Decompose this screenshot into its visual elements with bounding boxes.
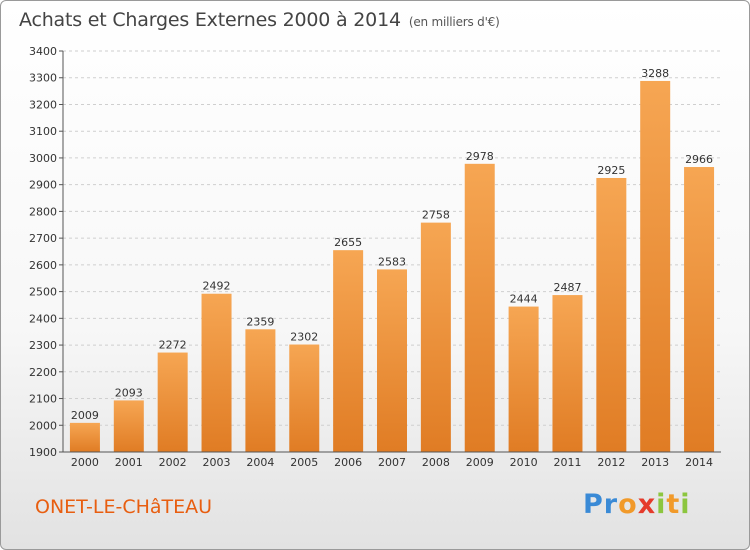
logo-letter: o <box>618 489 638 520</box>
proxiti-logo: Proxiti <box>583 489 691 520</box>
y-tick-label: 2200 <box>29 366 57 379</box>
y-tick-label: 2700 <box>29 232 57 245</box>
logo-letter: i <box>680 489 691 520</box>
x-tick-label: 2003 <box>203 456 231 469</box>
y-tick-label: 1900 <box>29 446 57 459</box>
bar-value-label: 3288 <box>641 67 669 80</box>
bar-value-label: 2966 <box>685 153 713 166</box>
x-tick-label: 2007 <box>378 456 406 469</box>
bar <box>684 167 715 453</box>
bar-value-label: 2444 <box>510 293 538 306</box>
x-tick-label: 2011 <box>553 456 581 469</box>
bar <box>245 329 276 452</box>
bar-value-label: 2359 <box>246 315 274 328</box>
bar-value-label: 2758 <box>422 209 450 222</box>
unit-label: (en milliers d'€) <box>408 15 500 29</box>
bar-value-label: 2093 <box>115 386 143 399</box>
bar-value-label: 2009 <box>71 409 99 422</box>
x-tick-label: 2000 <box>71 456 99 469</box>
x-tick-label: 2012 <box>597 456 625 469</box>
y-tick-label: 3100 <box>29 125 57 138</box>
bar <box>113 400 144 452</box>
bar-value-label: 2583 <box>378 255 406 268</box>
logo-letter: i <box>656 489 667 520</box>
logo-letter: r <box>603 489 619 520</box>
y-tick-label: 2600 <box>29 259 57 272</box>
bar <box>552 295 583 452</box>
x-tick-label: 2004 <box>246 456 274 469</box>
y-tick-label: 2500 <box>29 286 57 299</box>
y-tick-label: 3000 <box>29 152 57 165</box>
place-name: ONET-LE-CHâTEAU <box>35 496 213 518</box>
y-tick-label: 3200 <box>29 98 57 111</box>
bar-value-label: 2487 <box>553 281 581 294</box>
bar <box>157 352 188 452</box>
y-tick-label: 2800 <box>29 205 57 218</box>
y-tick-label: 2000 <box>29 419 57 432</box>
x-tick-label: 2008 <box>422 456 450 469</box>
bar <box>69 422 100 452</box>
bar <box>464 163 495 452</box>
chart-title-text: Achats et Charges Externes 2000 à 2014 <box>19 9 401 31</box>
x-tick-label: 2010 <box>510 456 538 469</box>
bar-value-label: 2302 <box>290 331 318 344</box>
x-tick-label: 2002 <box>159 456 187 469</box>
y-tick-label: 2400 <box>29 312 57 325</box>
bar <box>596 177 627 452</box>
bar <box>377 269 407 452</box>
x-tick-label: 2009 <box>466 456 494 469</box>
x-tick-label: 2001 <box>115 456 143 469</box>
x-axis-ticks: 2000 2001 2002 2003 2004 2005 2006 2007 2008 2009… <box>71 456 713 469</box>
x-tick-label: 2014 <box>685 456 713 469</box>
bar <box>508 306 539 452</box>
bar <box>333 250 364 452</box>
bar-value-label: 2925 <box>597 164 625 177</box>
bar-value-label: 2655 <box>334 236 362 249</box>
y-axis-ticks: 1900 2000 2100 2200 2300 2400 2500 2600 2700 2800… <box>29 45 64 459</box>
bars: 2009 2093 2272 2492 2359 2302 2655 2583 2758 2978… <box>69 67 715 453</box>
bar-value-label: 2492 <box>203 280 231 293</box>
bar <box>420 222 451 452</box>
y-tick-label: 3300 <box>29 72 57 85</box>
chart-title: Achats et Charges Externes 2000 à 2014 (e… <box>19 9 500 31</box>
y-tick-label: 2300 <box>29 339 57 352</box>
y-tick-label: 2900 <box>29 179 57 192</box>
logo-letter: t <box>666 489 681 520</box>
logo-letter: x <box>637 489 657 520</box>
x-tick-label: 2005 <box>290 456 318 469</box>
logo-letter: P <box>583 489 604 520</box>
y-tick-label: 3400 <box>29 45 57 58</box>
bar-value-label: 2978 <box>466 150 494 163</box>
x-tick-label: 2013 <box>641 456 669 469</box>
bar <box>640 80 671 452</box>
x-tick-label: 2006 <box>334 456 362 469</box>
bar <box>201 293 232 452</box>
bar-value-label: 2272 <box>159 339 187 352</box>
bar <box>289 344 320 452</box>
y-tick-label: 2100 <box>29 393 57 406</box>
